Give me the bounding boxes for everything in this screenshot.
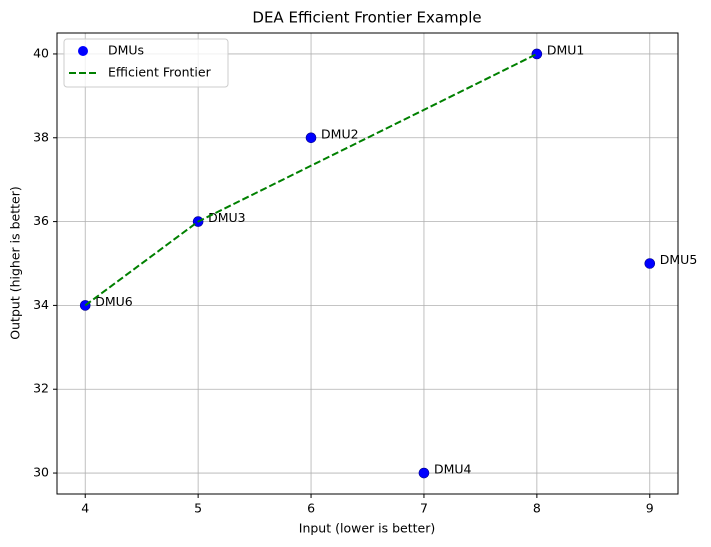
legend-label: Efficient Frontier <box>108 65 212 80</box>
point-label: DMU5 <box>660 252 698 267</box>
frontier-line <box>84 53 538 307</box>
x-tick-label: 6 <box>307 501 315 516</box>
y-axis-label: Output (higher is better) <box>8 186 23 339</box>
data-point <box>531 48 543 60</box>
y-tick-label: 38 <box>33 129 49 144</box>
x-tick-label: 9 <box>646 501 654 516</box>
y-tick-label: 40 <box>33 45 49 60</box>
grid <box>57 33 678 494</box>
legend-frame <box>63 38 229 88</box>
y-tick-label: 34 <box>33 297 49 312</box>
point-label: DMU2 <box>321 126 359 141</box>
x-tick-label: 4 <box>81 501 89 516</box>
x-tick-label: 7 <box>420 501 428 516</box>
y-tick-label: 36 <box>33 213 49 228</box>
chart-title: DEA Efficient Frontier Example <box>252 9 481 27</box>
point-label: DMU3 <box>208 210 246 225</box>
legend-label: DMUs <box>108 43 144 58</box>
x-tick-label: 5 <box>194 501 202 516</box>
point-label: DMU4 <box>434 462 472 477</box>
data-point <box>418 467 430 479</box>
data-point <box>644 258 656 269</box>
legend-swatch <box>78 46 88 56</box>
legend: DMUs Efficient Frontier <box>63 38 229 88</box>
x-axis-label: Input (lower is better) <box>299 521 435 536</box>
y-tick-label: 30 <box>33 465 49 480</box>
y-tick-label: 32 <box>33 381 49 396</box>
x-tick-label: 8 <box>533 501 541 516</box>
point-label: DMU6 <box>95 294 133 309</box>
point-label: DMU1 <box>547 42 585 57</box>
data-point <box>305 132 317 144</box>
plot-frame <box>56 32 679 495</box>
